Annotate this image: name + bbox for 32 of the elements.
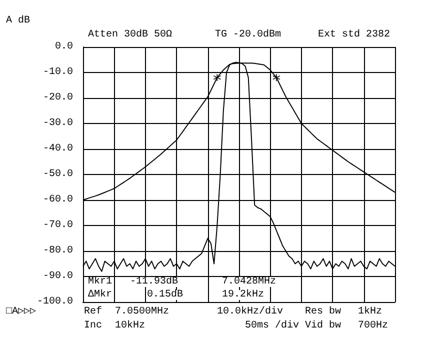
y-tick-label: -40.0: [42, 144, 73, 154]
y-tick-label: -30.0: [42, 118, 73, 129]
y-tick-label: -20.0: [42, 92, 73, 104]
text: 1kHz: [358, 306, 382, 318]
text: Res bw: [305, 306, 342, 318]
text: Ref: [84, 306, 102, 318]
annotation: Mkr1: [88, 276, 112, 288]
text: 7.0500MHz: [115, 306, 170, 318]
y-tick-label: -10.0: [42, 67, 73, 78]
y-tick-label: -50.0: [42, 169, 73, 180]
annotation: 0.15dB: [147, 288, 184, 300]
text: □A▷▷▷: [6, 306, 36, 318]
text: TG -20.0dBm: [215, 28, 282, 40]
text: Ext std 2382: [318, 28, 390, 40]
y-tick-label: -90.0: [42, 271, 73, 282]
y-tick-label: -60.0: [42, 194, 73, 206]
y-tick-label: 0.0: [54, 42, 73, 52]
text: Vid bw: [305, 320, 342, 332]
y-tick-label: -80.0: [42, 246, 73, 256]
text: 700Hz: [358, 320, 388, 332]
annotation: ΔMkr: [88, 288, 112, 300]
annotation: 19.2kHz: [222, 288, 264, 300]
text: 50ms /div: [245, 320, 300, 332]
text: 10kHz: [115, 320, 146, 332]
y-axis-title: A dB: [6, 14, 30, 26]
annotation: -11.93dB: [130, 276, 178, 288]
text: Inc: [84, 320, 102, 332]
y-tick-label: -100.0: [36, 296, 73, 308]
text: Atten 30dB 50Ω: [88, 28, 172, 40]
y-tick-label: -70.0: [42, 220, 73, 231]
text: 10.0kHz/div: [217, 306, 284, 318]
annotation: 7.0428MHz: [222, 276, 276, 288]
